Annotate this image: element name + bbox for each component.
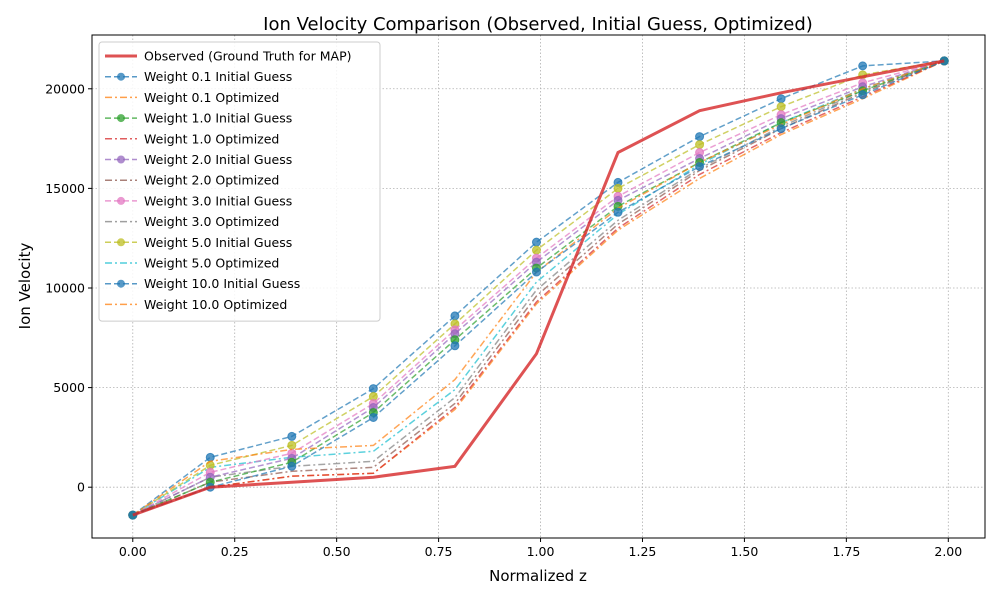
y-tick-label: 0	[77, 480, 85, 495]
series-line-8	[132, 60, 945, 516]
x-tick-label: 2.00	[934, 544, 962, 559]
legend-label: Weight 0.1 Optimized	[144, 90, 279, 105]
data-point	[695, 132, 705, 142]
legend-item: Weight 1.0 Initial Guess	[105, 111, 292, 126]
data-point	[858, 90, 868, 100]
legend-marker	[117, 279, 125, 288]
y-tick-label: 20000	[45, 81, 85, 96]
legend-item: Weight 1.0 Optimized	[105, 131, 279, 146]
x-axis-label: Normalized z	[489, 567, 587, 585]
x-axis-ticks: 0.00 0.25 0.50 0.75 1.00 1.25 1.50 1.75 2.00	[119, 538, 962, 559]
legend-label: Weight 10.0 Initial Guess	[144, 276, 300, 291]
legend-label: Weight 2.0 Optimized	[144, 173, 279, 188]
series-line	[132, 60, 945, 516]
x-tick-label: 1.25	[629, 544, 657, 559]
data-point	[776, 102, 786, 112]
data-point	[287, 431, 297, 441]
data-point	[776, 124, 786, 134]
data-point	[368, 412, 378, 422]
legend: Observed (Ground Truth for MAP) Weight 0.…	[98, 41, 381, 322]
x-tick-label: 0.00	[119, 544, 147, 559]
legend-item: Weight 2.0 Initial Guess	[105, 152, 292, 167]
legend-label: Weight 5.0 Optimized	[144, 256, 279, 271]
data-point	[613, 183, 623, 193]
series-line	[132, 59, 945, 517]
legend-label: Weight 3.0 Optimized	[144, 214, 279, 229]
legend-label: Weight 2.0 Initial Guess	[144, 152, 292, 167]
y-axis-ticks: 0 5000 10000 15000 20000	[45, 81, 92, 495]
y-tick-label: 5000	[53, 380, 85, 395]
legend-label: Weight 1.0 Initial Guess	[144, 111, 292, 126]
x-tick-label: 0.75	[425, 544, 453, 559]
data-point	[450, 341, 460, 351]
legend-item: Weight 10.0 Optimized	[105, 297, 287, 312]
legend-item: Weight 10.0 Initial Guess	[105, 276, 300, 291]
data-point	[531, 267, 541, 277]
series-line	[132, 60, 945, 516]
series-observed	[132, 59, 945, 517]
series-line-11	[128, 56, 949, 520]
series-line-4	[132, 60, 945, 516]
legend-item: Observed (Ground Truth for MAP)	[105, 49, 352, 64]
legend-label: Observed (Ground Truth for MAP)	[144, 49, 352, 64]
legend-marker	[117, 114, 125, 123]
legend-label: Weight 5.0 Initial Guess	[144, 235, 292, 250]
legend-label: Weight 1.0 Optimized	[144, 131, 279, 146]
legend-item: Weight 0.1 Initial Guess	[105, 69, 292, 84]
data-point	[287, 440, 297, 450]
data-point	[858, 61, 868, 71]
legend-item: Weight 3.0 Initial Guess	[105, 193, 292, 208]
data-point	[368, 384, 378, 394]
data-point	[613, 207, 623, 217]
y-tick-label: 15000	[45, 181, 85, 196]
legend-marker	[117, 155, 125, 164]
legend-marker	[117, 238, 125, 247]
data-point	[450, 311, 460, 321]
series-layer	[128, 56, 949, 520]
legend-label: Weight 0.1 Initial Guess	[144, 69, 292, 84]
x-tick-label: 1.50	[730, 544, 758, 559]
legend-box	[98, 41, 381, 322]
legend-item: Weight 3.0 Optimized	[105, 214, 279, 229]
data-point	[205, 452, 215, 462]
data-point	[776, 94, 786, 104]
data-point	[531, 237, 541, 247]
data-point	[695, 140, 705, 150]
y-axis-label: Ion Velocity	[16, 243, 34, 330]
x-tick-label: 0.25	[221, 544, 249, 559]
legend-label: Weight 3.0 Initial Guess	[144, 193, 292, 208]
legend-item: Weight 5.0 Optimized	[105, 256, 279, 271]
legend-marker	[117, 72, 125, 81]
y-tick-label: 10000	[45, 280, 85, 295]
legend-marker	[117, 196, 125, 205]
data-point	[531, 245, 541, 255]
chart-title: Ion Velocity Comparison (Observed, Initi…	[263, 14, 813, 35]
data-point	[695, 161, 705, 171]
legend-item: Weight 0.1 Optimized	[105, 90, 279, 105]
x-tick-label: 1.75	[832, 544, 860, 559]
legend-item: Weight 2.0 Optimized	[105, 173, 279, 188]
plot-frame	[91, 34, 986, 539]
legend-label: Weight 10.0 Optimized	[144, 297, 287, 312]
x-tick-label: 0.50	[323, 544, 351, 559]
data-point	[287, 461, 297, 471]
legend-item: Weight 5.0 Initial Guess	[105, 235, 292, 250]
x-tick-label: 1.00	[527, 544, 555, 559]
